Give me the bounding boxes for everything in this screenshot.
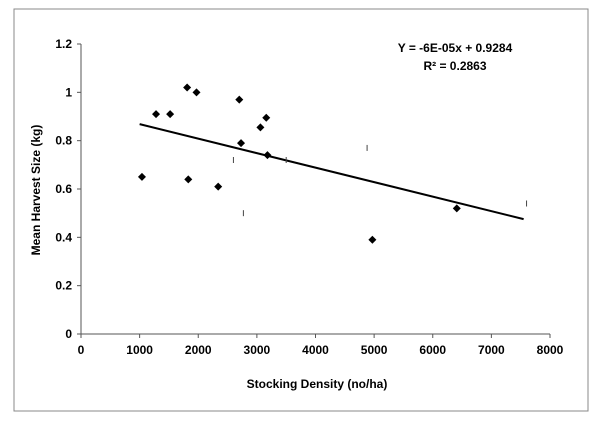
x-tick-label: 7000 — [478, 343, 505, 357]
data-point — [214, 182, 223, 191]
x-tick-label: 0 — [78, 343, 85, 357]
y-tick-label: 1.2 — [55, 37, 72, 51]
y-axis-title: Mean Harvest Size (kg) — [29, 125, 43, 256]
y-tick-label: 1 — [65, 85, 72, 99]
x-axis-title: Stocking Density (no/ha) — [247, 377, 388, 391]
x-tick-label: 5000 — [361, 343, 388, 357]
data-point — [256, 123, 265, 132]
data-point — [262, 113, 271, 122]
x-tick-label: 4000 — [302, 343, 329, 357]
data-point — [183, 83, 192, 92]
data-point — [137, 172, 146, 181]
data-point — [263, 151, 272, 160]
chart-border — [13, 8, 589, 412]
data-point — [237, 139, 246, 148]
y-tick-label: 0.2 — [55, 279, 72, 293]
x-tick-label: 1000 — [126, 343, 153, 357]
trendline — [139, 123, 524, 221]
data-point — [192, 88, 201, 97]
equation-label: Y = -6E-05x + 0.9284 — [398, 41, 513, 55]
x-tick-label: 6000 — [419, 343, 446, 357]
data-point — [235, 95, 244, 104]
x-tick-label: 8000 — [537, 343, 564, 357]
y-tick-label: 0.4 — [55, 230, 72, 244]
data-point — [166, 110, 175, 119]
y-tick-label: 0 — [65, 327, 72, 341]
data-point — [184, 175, 193, 184]
y-tick-label: 0.8 — [55, 134, 72, 148]
r-squared-label: R² = 0.2863 — [423, 59, 486, 73]
data-point — [368, 235, 377, 244]
y-tick-label: 0.6 — [55, 182, 72, 196]
x-tick-label: 3000 — [244, 343, 271, 357]
x-tick-label: 2000 — [185, 343, 212, 357]
data-point — [452, 204, 461, 213]
data-point — [152, 110, 161, 119]
